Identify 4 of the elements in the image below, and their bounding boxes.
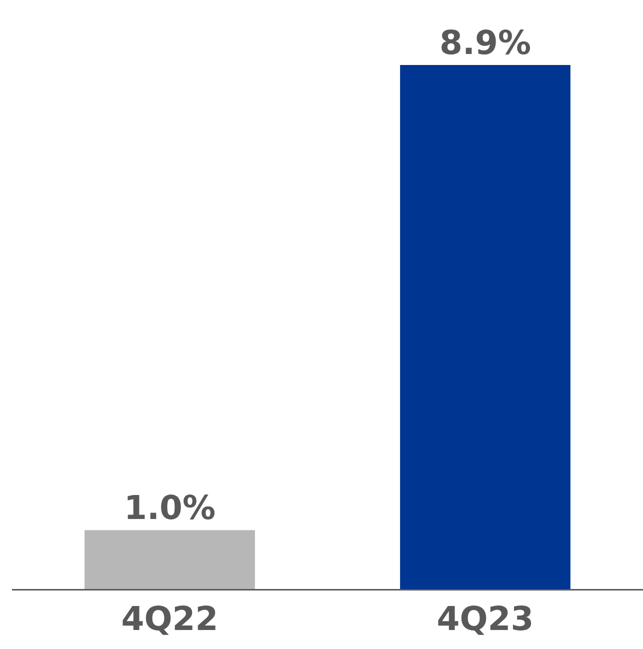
x-tick-label: 4Q23 [436, 599, 534, 638]
x-tick-label: 4Q22 [121, 599, 218, 638]
data-label: 1.0% [124, 488, 216, 528]
data-label: 8.9% [439, 23, 532, 62]
